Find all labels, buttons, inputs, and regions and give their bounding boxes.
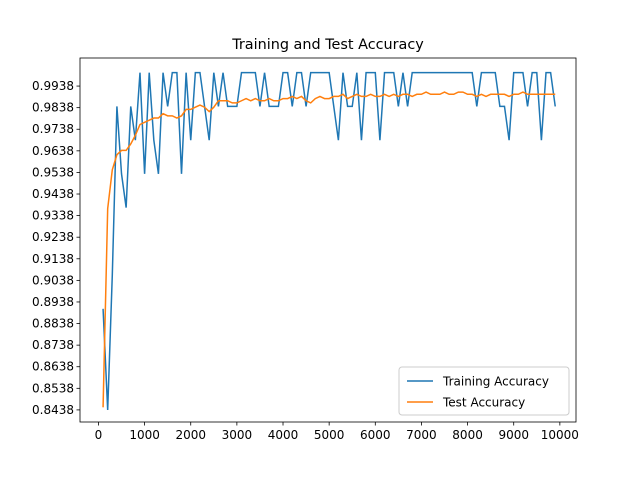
y-tick-label: 0.8738 [32,338,74,352]
x-tick-label: 6000 [360,428,391,442]
legend-box [398,366,570,416]
x-tick-label: 2000 [175,428,206,442]
x-tick-label: 8000 [452,428,483,442]
x-tick-label: 9000 [498,428,529,442]
y-tick-label: 0.8838 [32,317,74,331]
x-tick-label: 10000 [541,428,579,442]
y-tick-label: 0.9438 [32,187,74,201]
x-tick-label: 0 [95,428,103,442]
x-tick-label: 5000 [314,428,345,442]
y-tick-label: 0.9638 [32,144,74,158]
y-tick-label: 0.8638 [32,360,74,374]
y-tick-label: 0.9838 [32,101,74,115]
y-tick-label: 0.9138 [32,252,74,266]
x-tick-label: 7000 [406,428,437,442]
legend-label: Test Accuracy [442,396,525,410]
y-tick-label: 0.9538 [32,165,74,179]
x-tick-label: 4000 [268,428,299,442]
y-tick-label: 0.9938 [32,79,74,93]
line-series [102,71,556,411]
legend-label: Training Accuracy [442,375,549,389]
x-tick-label: 3000 [222,428,253,442]
y-tick-label: 0.9338 [32,209,74,223]
chart-title: Training and Test Accuracy [231,37,424,53]
x-tick-label: 1000 [129,428,160,442]
y-tick-label: 0.8538 [32,381,74,395]
y-tick-label: 0.8938 [32,295,74,309]
plot-frame [79,57,577,423]
y-tick-label: 0.9738 [32,122,74,136]
line-series [102,91,556,408]
y-tick-label: 0.9238 [32,230,74,244]
y-tick-label: 0.8438 [32,403,74,417]
y-tick-label: 0.9038 [32,273,74,287]
